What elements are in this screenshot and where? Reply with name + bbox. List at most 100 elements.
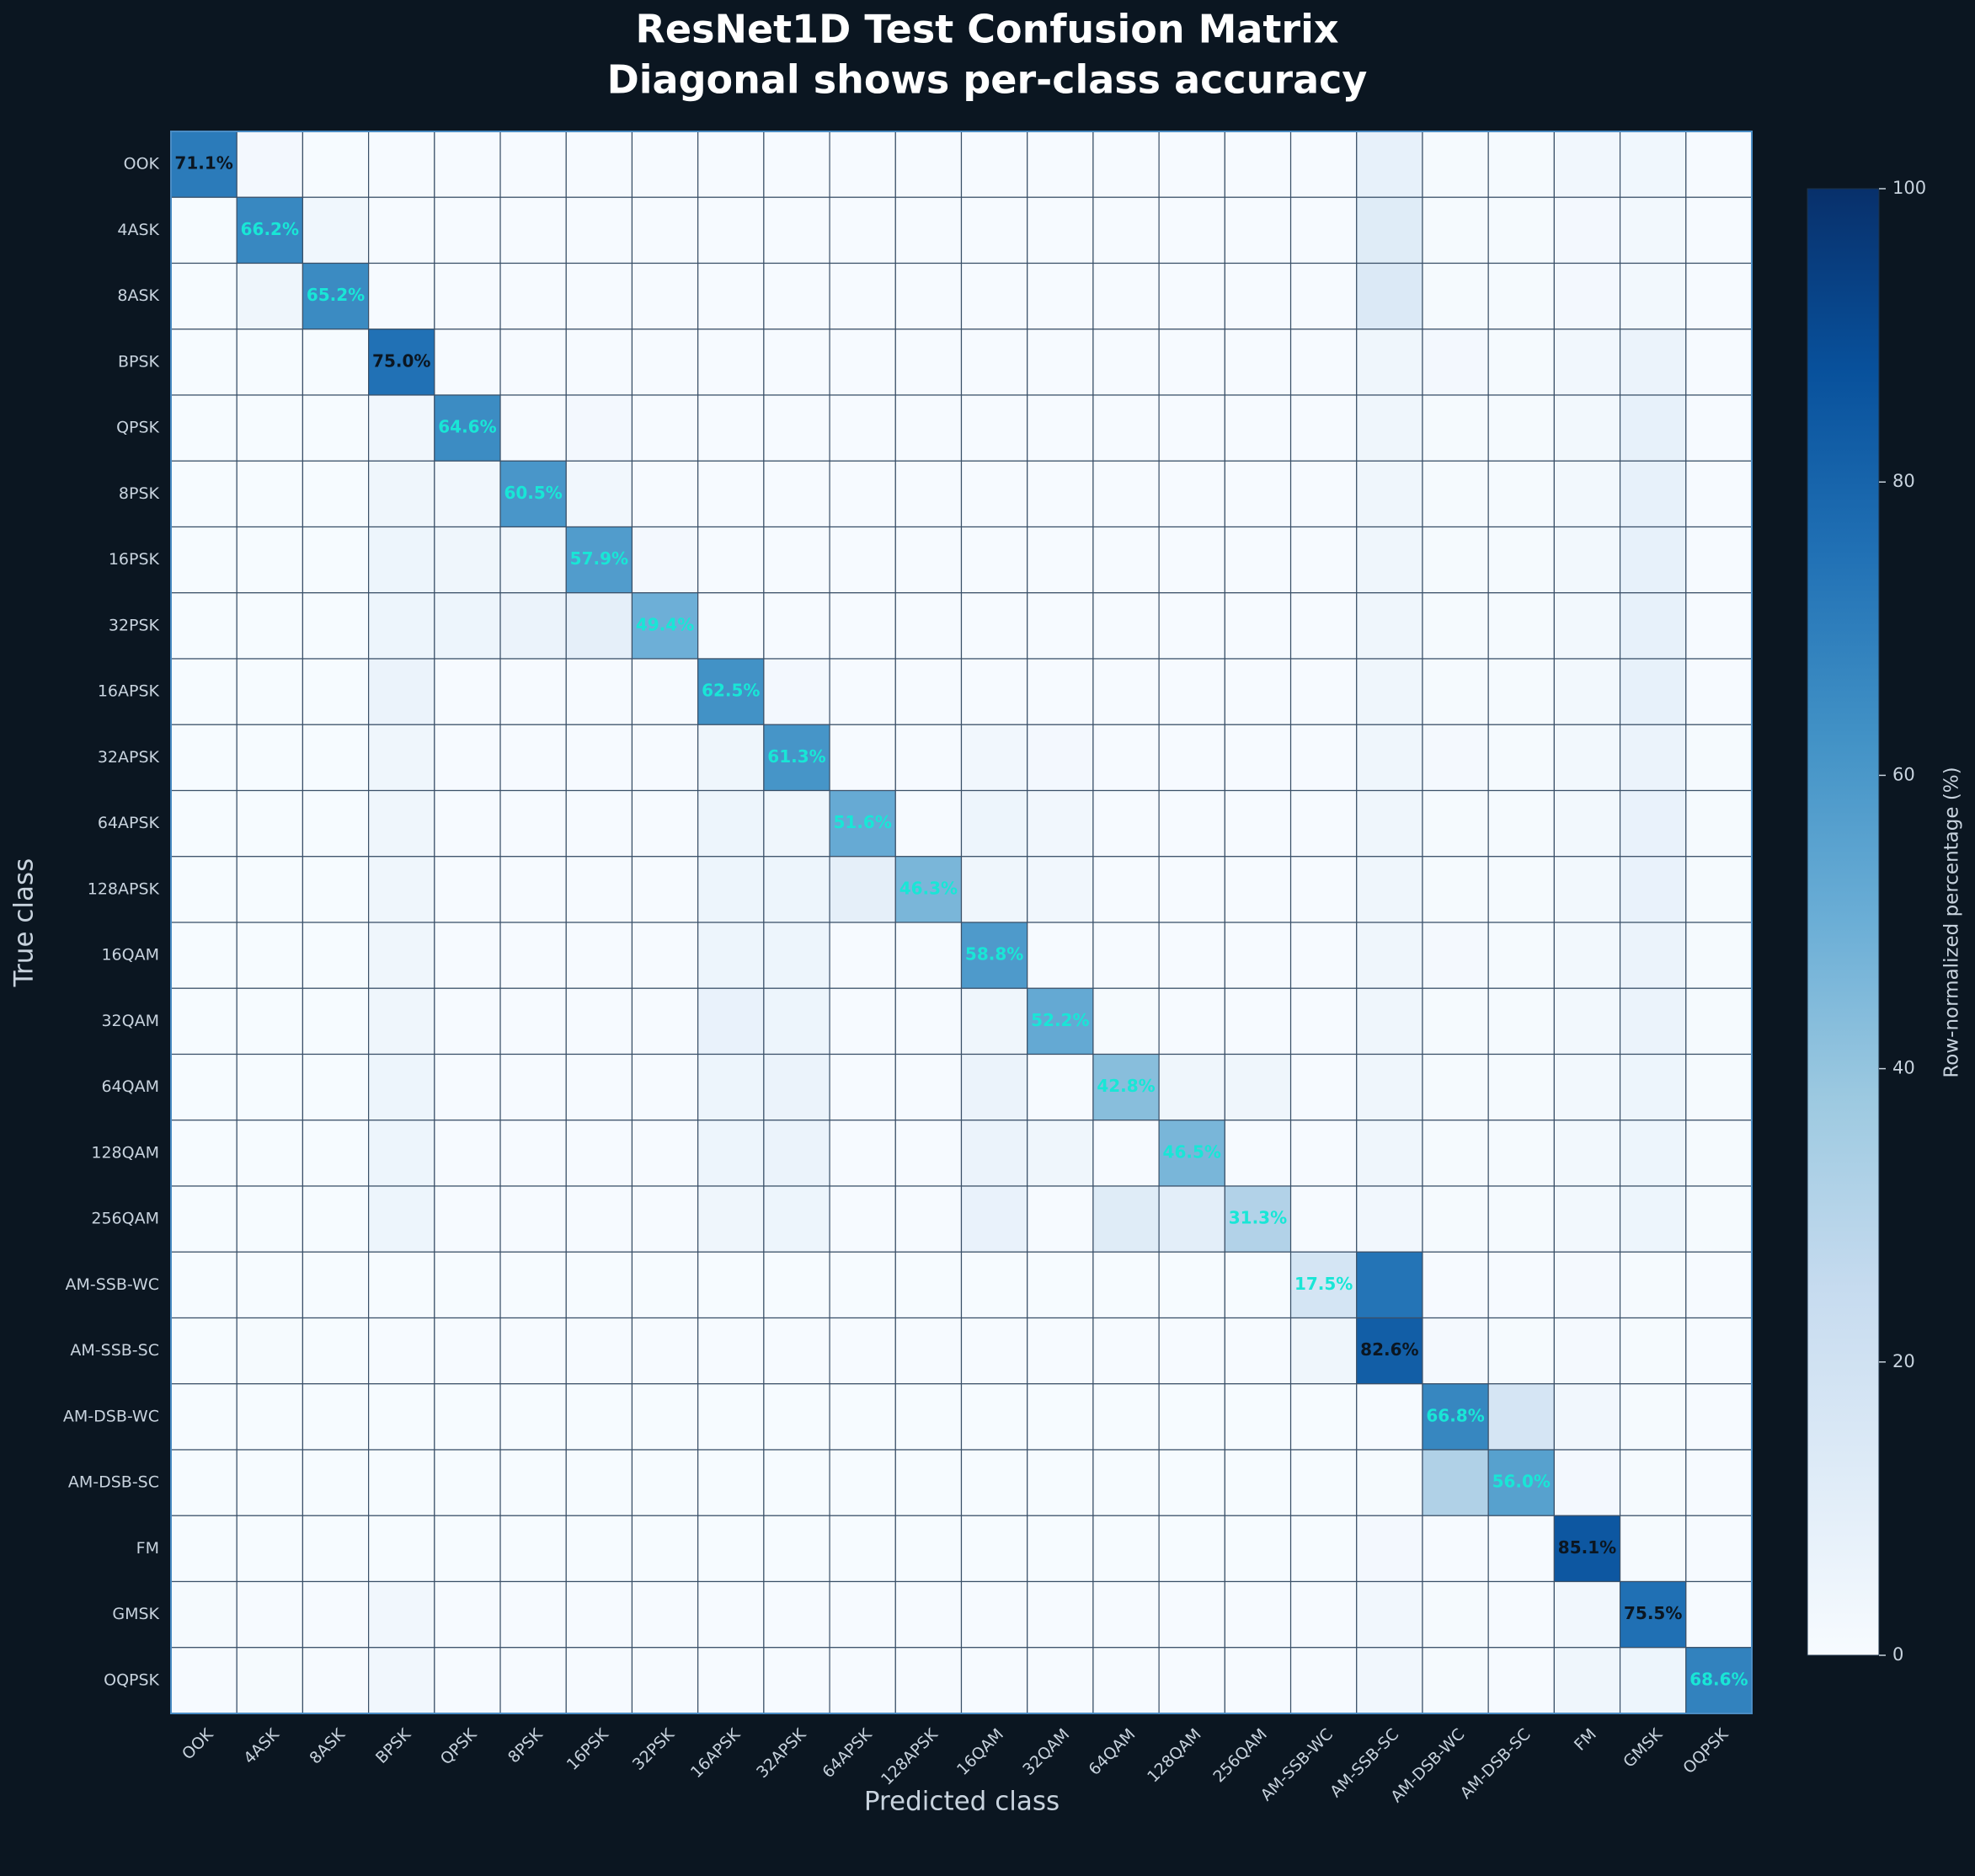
y-tick-label: OQPSK: [104, 1670, 159, 1689]
heatmap-cell: [763, 394, 830, 462]
heatmap-cell: [1487, 1251, 1555, 1319]
heatmap-cell: [1487, 1120, 1555, 1187]
heatmap-cell: [434, 1317, 501, 1385]
heatmap-cell: [499, 592, 567, 660]
heatmap-cell: [170, 1647, 238, 1714]
heatmap-cell: [960, 789, 1028, 858]
heatmap-cell: [1685, 1317, 1753, 1385]
heatmap-cell: [1487, 131, 1555, 198]
heatmap-cell: [631, 131, 699, 198]
heatmap-cell: [1289, 658, 1358, 725]
heatmap-cell: [697, 1053, 765, 1121]
heatmap-cell: [1027, 922, 1094, 989]
heatmap-cell: [697, 1647, 765, 1714]
heatmap-cell: [631, 789, 699, 858]
heatmap-cell: [1619, 329, 1687, 396]
heatmap-cell: [1092, 394, 1160, 462]
heatmap-cell: [368, 1515, 435, 1583]
heatmap-cell: [1619, 1580, 1687, 1649]
heatmap-cell: [170, 856, 238, 923]
heatmap-cell: [1487, 526, 1555, 594]
chart-subtitle: Diagonal shows per-class accuracy: [607, 57, 1368, 103]
heatmap-cell: [565, 658, 633, 725]
heatmap-cell: [697, 262, 765, 330]
heatmap-cell: [1685, 460, 1753, 528]
heatmap-cell: [960, 1185, 1028, 1253]
heatmap-cell: [499, 856, 567, 923]
heatmap-cell: [1487, 262, 1555, 330]
y-tick-label: QPSK: [116, 419, 159, 437]
heatmap-cell: [1356, 460, 1423, 528]
heatmap-cell: [1092, 1515, 1160, 1583]
heatmap-cell: [565, 131, 633, 198]
heatmap-cell: [960, 1251, 1028, 1319]
cell-label: 46.3%: [899, 878, 958, 898]
heatmap-cell: [1289, 1120, 1358, 1187]
heatmap-cell: [894, 724, 963, 792]
y-tick-label: AM-SSB-SC: [70, 1341, 159, 1360]
heatmap-cell: [1027, 789, 1094, 858]
heatmap-cell: [302, 196, 370, 265]
heatmap-cell: [1422, 196, 1489, 265]
heatmap-cell: [1027, 658, 1094, 725]
heatmap-cell: [1553, 658, 1621, 725]
heatmap-cell: [1224, 1647, 1292, 1714]
heatmap-cell: [499, 1515, 567, 1583]
heatmap-cell: [1619, 1515, 1687, 1583]
heatmap-cell: [1027, 460, 1094, 528]
heatmap-cell: [1158, 922, 1225, 989]
heatmap-cell: [829, 1120, 896, 1187]
heatmap-cell: [1224, 1580, 1292, 1649]
heatmap-cell: [1356, 922, 1423, 989]
heatmap-cell: [631, 526, 699, 594]
y-tick-label: GMSK: [112, 1605, 159, 1623]
heatmap-cell: [697, 987, 765, 1056]
heatmap-cell: [697, 1449, 765, 1516]
heatmap-cell: [631, 196, 699, 265]
cell-label: 56.0%: [1492, 1472, 1551, 1492]
heatmap-cell: [1356, 724, 1423, 792]
heatmap-cell: [368, 460, 435, 528]
heatmap-cell: [1092, 1120, 1160, 1187]
heatmap-cell: [829, 1053, 896, 1121]
cell-label: 52.2%: [1031, 1010, 1089, 1030]
heatmap-cell: [1619, 1383, 1687, 1451]
heatmap-cell: [368, 262, 435, 330]
heatmap-cell: [1553, 1383, 1621, 1451]
heatmap-cell: [1685, 262, 1753, 330]
cell-label: 68.6%: [1689, 1669, 1748, 1689]
heatmap-cell: [697, 856, 765, 923]
heatmap-cell: [1487, 1185, 1555, 1253]
heatmap-cell: [302, 856, 370, 923]
heatmap-cell: [302, 329, 370, 396]
y-tick-label: 128QAM: [91, 1143, 159, 1162]
heatmap-cell: [1289, 987, 1358, 1056]
heatmap-cell: [565, 1647, 633, 1714]
heatmap-cell: [697, 131, 765, 198]
heatmap-cell: [763, 1383, 830, 1451]
heatmap-cell: [434, 460, 501, 528]
heatmap-cell: [434, 196, 501, 265]
heatmap-cell: [960, 1053, 1028, 1121]
heatmap-cell: [1158, 394, 1225, 462]
heatmap-cell: [697, 1515, 765, 1583]
cell-label: 46.5%: [1163, 1141, 1221, 1162]
heatmap-cell: [631, 329, 699, 396]
heatmap-cell: [697, 460, 765, 528]
heatmap-cell: [960, 329, 1028, 396]
heatmap-cell: [565, 262, 633, 330]
heatmap-cell: [302, 131, 370, 198]
heatmap-cell: [1356, 987, 1423, 1056]
heatmap-cell: [1619, 1185, 1687, 1253]
heatmap-cell: [565, 526, 633, 594]
heatmap-cell: [1027, 1449, 1094, 1516]
heatmap-cell: [368, 1580, 435, 1649]
heatmap-cell: [1422, 856, 1489, 923]
y-tick-label: 64APSK: [98, 814, 160, 832]
heatmap-cell: [170, 1053, 238, 1121]
heatmap-cell: [960, 526, 1028, 594]
heatmap-cell: [499, 1580, 567, 1649]
heatmap-cell: [1158, 1515, 1225, 1583]
heatmap-cell: [763, 1647, 830, 1714]
heatmap-cell: [302, 1317, 370, 1385]
